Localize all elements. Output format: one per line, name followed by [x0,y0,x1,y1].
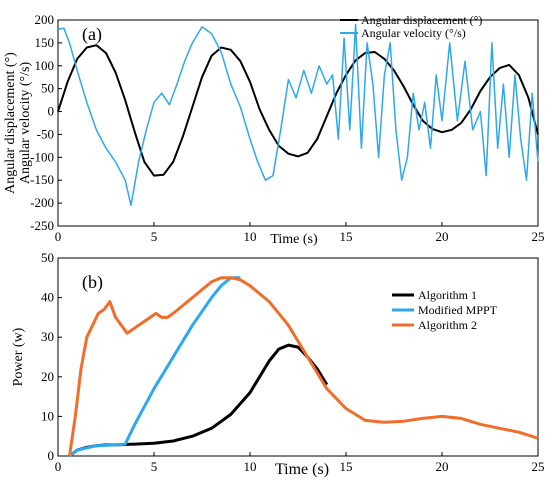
y-tick-label: 0 [48,448,55,463]
chart-b-panel-label: (b) [82,272,103,293]
x-tick-label: 25 [532,229,545,244]
y-tick-label: 10 [41,408,54,423]
chart-b-series-group [68,276,539,458]
legend-label: Modified MPPT [418,303,498,317]
y-tick-label: -150 [30,172,54,187]
chart-a-panel-label: (a) [82,24,102,45]
chart-a-y-axis-label-line-1: Angular displacement (°) [3,52,18,194]
x-tick-label: 0 [55,229,62,244]
x-tick-label: 15 [340,229,353,244]
series-line-angular-displacement [57,44,539,177]
series-line-algorithm-2 [68,276,539,457]
y-tick-label: 150 [35,35,55,50]
y-tick-label: 100 [35,58,55,73]
x-tick-label: 15 [340,459,353,474]
x-tick-label: 10 [244,459,257,474]
y-tick-label: -100 [30,149,54,164]
y-tick-label: 30 [41,329,54,344]
chart-a-x-axis-label: Time (s) [270,232,318,247]
y-tick-label: 50 [41,250,54,265]
x-tick-label: 20 [436,459,449,474]
chart-b-ticks: 0 5 10 15 20 25 0 10 20 30 40 50 [41,250,545,474]
chart-a-series-group [57,23,539,207]
legend-label: Algorithm 1 [418,288,477,302]
chart-b-y-axis-label: Power (w) [11,327,26,386]
x-tick-label: 25 [532,459,545,474]
chart-a: 0 5 10 15 20 25 -250 -200 -150 -100 -50 0 50 100 150 20… [3,12,545,247]
x-tick-label: 5 [151,229,158,244]
chart-a-legend: Angular displacement (°)Angular velocity… [340,13,482,40]
y-tick-label: 40 [41,290,54,305]
x-tick-label: 0 [55,459,62,474]
series-line-algorithm-1 [68,343,329,458]
x-tick-label: 5 [151,459,158,474]
y-tick-label: -250 [30,218,54,233]
x-tick-label: 20 [436,229,449,244]
series-line-angular-velocity-s [57,23,539,207]
y-tick-label: 50 [41,81,54,96]
chart-b: 0 5 10 15 20 25 0 10 20 30 40 50 (b) Time (s) Power… [11,250,545,478]
chart-a-plot-area [57,19,539,227]
x-tick-label: 10 [244,229,257,244]
series-line-modified-mppt [68,276,241,458]
chart-b-x-axis-label: Time (s) [275,461,329,478]
chart-a-ticks: 0 5 10 15 20 25 -250 -200 -150 -100 -50 0 50 100 150 20… [30,12,544,244]
legend-label: Angular velocity (°/s) [361,26,466,40]
chart-b-plot-area [57,257,539,457]
y-tick-label: 0 [48,104,55,119]
chart-a-y-axis-label-line-2: Angular velocity (°/s) [18,62,33,185]
y-tick-label: -50 [37,126,54,141]
legend-label: Angular displacement (°) [361,13,482,27]
legend-label: Algorithm 2 [418,318,477,332]
y-tick-label: 20 [41,369,54,384]
y-tick-label: -200 [30,195,54,210]
y-tick-label: 200 [35,12,55,27]
